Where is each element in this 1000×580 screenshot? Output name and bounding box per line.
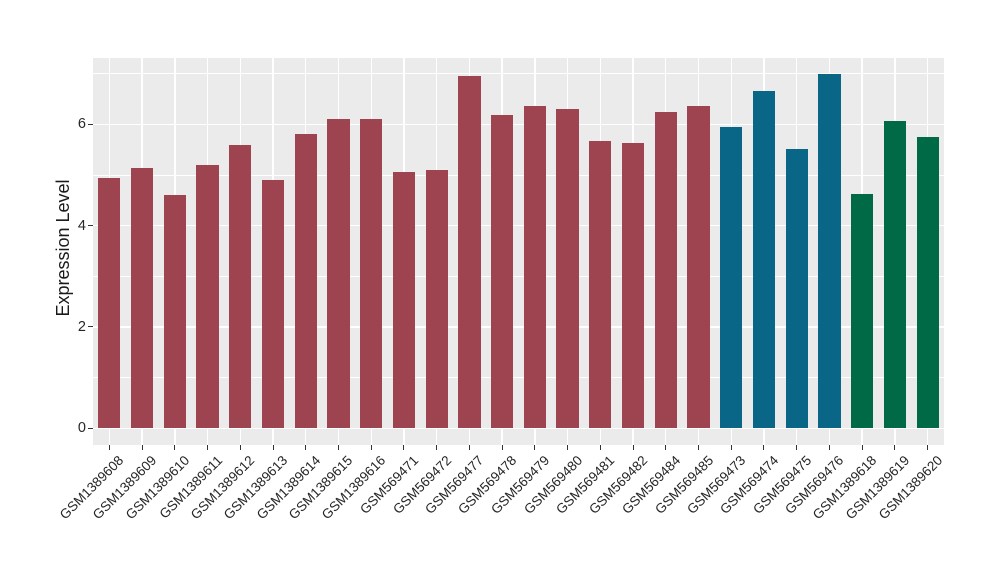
y-tick-label: 2: [77, 318, 86, 335]
x-tick-mark: [534, 445, 536, 450]
bar-GSM1389612: [229, 145, 252, 429]
bar-GSM569478: [491, 114, 514, 429]
gridline-minor-y: [93, 174, 944, 176]
x-tick-mark: [698, 445, 700, 450]
y-tick-label: 4: [77, 217, 86, 234]
bar-GSM569480: [556, 108, 579, 429]
gridline-major-y: [93, 326, 944, 328]
bar-GSM569476: [818, 73, 841, 429]
x-tick-mark: [403, 445, 405, 450]
bar-GSM1389608: [98, 177, 121, 429]
x-tick-mark: [108, 445, 110, 450]
x-tick-mark: [828, 445, 830, 450]
x-tick-mark: [665, 445, 667, 450]
bar-GSM1389611: [196, 165, 219, 429]
x-tick-mark: [370, 445, 372, 450]
y-tick-mark: [88, 225, 93, 227]
plot-panel: [93, 58, 944, 445]
x-tick-mark: [927, 445, 929, 450]
x-tick-mark: [861, 445, 863, 450]
bar-GSM569472: [425, 170, 448, 429]
x-tick-mark: [305, 445, 307, 450]
x-tick-mark: [599, 445, 601, 450]
bar-GSM1389620: [916, 137, 939, 429]
x-tick-mark: [141, 445, 143, 450]
y-axis-title: Expression Level: [53, 179, 73, 317]
y-tick-label: 0: [77, 420, 86, 437]
x-tick-mark: [501, 445, 503, 450]
bar-GSM569475: [785, 148, 808, 429]
x-tick-mark: [894, 445, 896, 450]
x-tick-mark: [632, 445, 634, 450]
gridline-minor-y: [93, 73, 944, 75]
bar-GSM569484: [654, 112, 677, 429]
gridline-major-y: [93, 123, 944, 126]
bar-GSM1389615: [327, 119, 350, 429]
gridline-minor-y: [93, 377, 944, 379]
y-tick-mark: [88, 123, 93, 125]
bar-GSM1389609: [130, 168, 154, 429]
bar-GSM569477: [458, 76, 481, 429]
gridline-major-y: [93, 224, 944, 227]
y-tick-mark: [88, 326, 93, 328]
bar-GSM1389619: [883, 121, 907, 429]
y-tick-label: 6: [77, 116, 86, 133]
bar-GSM1389618: [851, 194, 874, 429]
bar-GSM1389616: [360, 118, 383, 429]
x-tick-mark: [468, 445, 470, 450]
bar-GSM569482: [621, 143, 645, 429]
bar-GSM569481: [589, 140, 612, 429]
x-tick-mark: [436, 445, 438, 450]
bar-GSM1389610: [163, 195, 186, 429]
x-tick-mark: [763, 445, 765, 450]
x-tick-mark: [730, 445, 732, 450]
x-tick-mark: [796, 445, 798, 450]
bar-GSM569473: [720, 127, 743, 429]
x-tick-mark: [337, 445, 339, 450]
bar-GSM569485: [687, 106, 710, 429]
x-tick-mark: [567, 445, 569, 450]
x-tick-mark: [239, 445, 241, 450]
bar-GSM1389614: [294, 133, 317, 429]
y-tick-mark: [88, 427, 93, 429]
bar-GSM569471: [392, 171, 416, 429]
x-tick-mark: [207, 445, 209, 450]
bar-GSM1389613: [261, 180, 285, 429]
bar-GSM569474: [752, 90, 776, 429]
gridline-minor-y: [93, 275, 944, 277]
bar-GSM569479: [523, 106, 546, 429]
gridline-major-y: [93, 427, 944, 429]
x-tick-mark: [272, 445, 274, 450]
x-tick-mark: [174, 445, 176, 450]
